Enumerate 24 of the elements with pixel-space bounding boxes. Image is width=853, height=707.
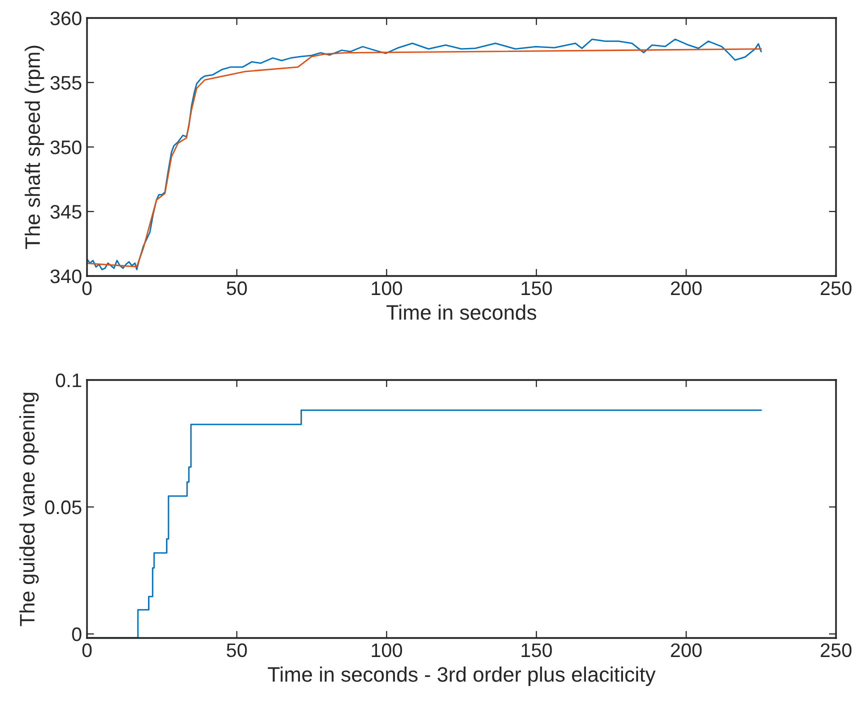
x-tick-label: 50: [226, 643, 247, 658]
x-tick-label: 150: [522, 643, 552, 658]
y-tick-label: 345: [50, 204, 82, 219]
y-tick-label: 340: [50, 269, 82, 284]
x-axis-title: Time in seconds - 3rd order plus elaciticity: [268, 666, 656, 686]
y-tick-label: 350: [50, 140, 82, 154]
x-tick-label: 100: [372, 643, 402, 658]
y-tick-label: 355: [50, 76, 82, 90]
x-tick-label: 200: [670, 281, 702, 296]
y-tick-label: 0.1: [56, 373, 82, 388]
x-tick-label: 0: [82, 643, 92, 658]
x-tick-label: 50: [226, 281, 247, 296]
x-tick-label: 100: [372, 281, 402, 296]
x-axis-title: Time in seconds: [386, 304, 536, 320]
x-tick-label: 0: [82, 281, 92, 296]
y-axis-title: The guided vane opening: [19, 392, 39, 626]
y-tick-label: 0.05: [45, 500, 82, 514]
y-tick-label: 0: [72, 627, 82, 642]
x-tick-label: 150: [522, 281, 552, 296]
x-tick-label: 200: [670, 643, 702, 658]
x-tick-label: 250: [820, 281, 852, 296]
x-tick-label: 250: [820, 643, 852, 658]
y-tick-label: 360: [50, 11, 82, 26]
y-axis-title: The shaft speed (rpm): [24, 46, 44, 249]
